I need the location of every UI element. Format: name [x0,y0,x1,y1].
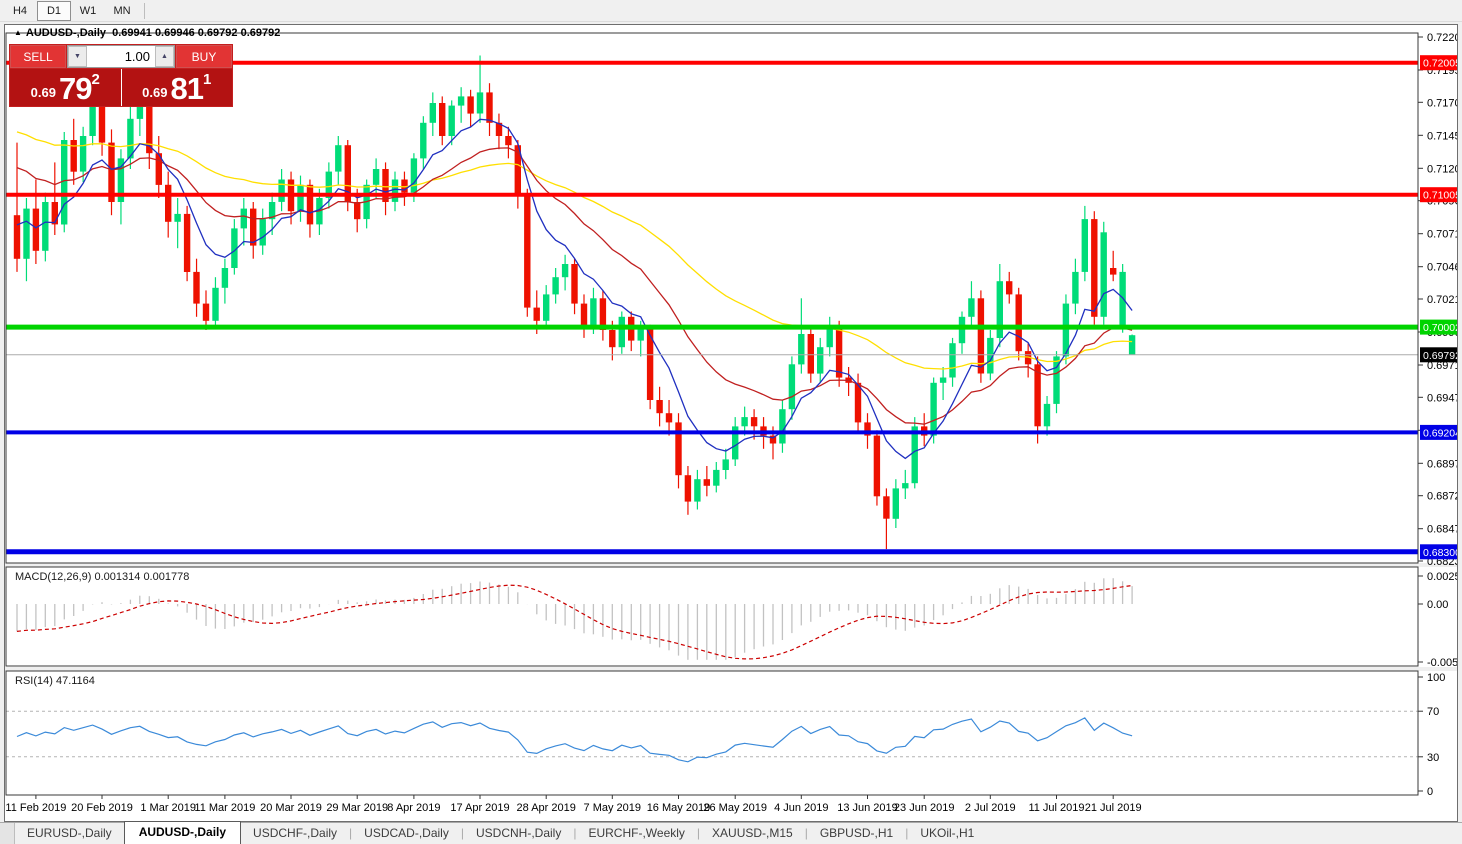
svg-text:100: 100 [1427,672,1445,684]
one-click-trade-panel: SELL ▼ 1.00 ▲ BUY 0.69 79 2 0.69 81 1 [9,44,233,107]
moving-averages-layer [16,118,1133,460]
svg-text:13 Jun 2019: 13 Jun 2019 [837,802,898,814]
price-pane [6,55,1418,555]
sell-price-pip: 2 [91,71,100,88]
chart-title: ▲ AUDUSD-,Daily 0.69941 0.69946 0.69792 0… [14,27,280,39]
svg-text:0.68725: 0.68725 [1427,491,1457,503]
svg-text:0.68970: 0.68970 [1427,458,1457,470]
svg-text:70: 70 [1427,706,1439,718]
macd-indicator-header: MACD(12,26,9) 0.001314 0.001778 [15,571,190,583]
svg-text:7 May 2019: 7 May 2019 [584,802,641,814]
svg-text:8 Apr 2019: 8 Apr 2019 [387,802,440,814]
tab-eurchf-weekly[interactable]: EURCHF-,Weekly [588,826,685,840]
buy-price-quote[interactable]: 0.69 81 1 [120,69,233,106]
timeframe-button-w1[interactable]: W1 [79,4,97,17]
svg-text:16 May 2019: 16 May 2019 [647,802,711,814]
rsi-line [16,717,1133,763]
svg-text:30: 30 [1427,752,1439,764]
svg-text:0.00: 0.00 [1427,599,1448,611]
timeframe-button-h4[interactable]: H4 [12,4,28,17]
tab-eurusd-daily[interactable]: EURUSD-,Daily [27,826,112,840]
svg-text:0.71455: 0.71455 [1427,130,1457,142]
svg-text:0.72200: 0.72200 [1427,32,1457,44]
tab-xauusd-m15[interactable]: XAUUSD-,M15 [712,826,793,840]
svg-text:28 Apr 2019: 28 Apr 2019 [517,802,576,814]
candles-layer [13,55,1136,550]
toolbar-divider [144,2,145,19]
svg-text:11 Feb 2019: 11 Feb 2019 [5,802,66,814]
chart-canvas[interactable]: 0.722000.719500.717050.714550.712050.709… [5,25,1462,819]
svg-text:0.70710: 0.70710 [1427,229,1457,241]
rsi-pane [6,710,1418,763]
svg-text:0.71205: 0.71205 [1427,163,1457,175]
svg-text:0.69204: 0.69204 [1423,427,1457,439]
svg-text:4 Jun 2019: 4 Jun 2019 [774,802,828,814]
svg-text:0.70215: 0.70215 [1427,294,1457,306]
tab-gbpusd-h1[interactable]: GBPUSD-,H1 [819,826,894,840]
svg-text:26 May 2019: 26 May 2019 [703,802,767,814]
chart-symbol-label: AUDUSD-,Daily [25,27,106,39]
volume-input[interactable]: 1.00 [87,46,155,67]
timeframe-toolbar: H4 D1 W1 MN [0,0,1462,22]
svg-text:0.69470: 0.69470 [1427,392,1457,404]
svg-text:11 Jul 2019: 11 Jul 2019 [1028,802,1084,814]
svg-text:29 Mar 2019: 29 Mar 2019 [326,802,388,814]
svg-text:21 Jul 2019: 21 Jul 2019 [1085,802,1142,814]
tab-usdcad-daily[interactable]: USDCAD-,Daily [364,826,449,840]
svg-text:0.68475: 0.68475 [1427,524,1457,536]
svg-text:23 Jun 2019: 23 Jun 2019 [894,802,955,814]
svg-text:0.69715: 0.69715 [1427,360,1457,372]
svg-text:20 Feb 2019: 20 Feb 2019 [71,802,133,814]
price-levels-layer [6,60,1418,555]
buy-price-pip: 1 [202,71,212,88]
svg-text:-0.005234: -0.005234 [1427,657,1457,669]
timeframe-button-d1[interactable]: D1 [37,0,71,21]
symbol-tab-bar: EURUSD-,Daily AUDUSD-,Daily USDCHF-,Dail… [0,821,1462,844]
tab-usdchf-daily[interactable]: USDCHF-,Daily [253,826,338,840]
chart-ohlc-values: 0.69941 0.69946 0.69792 0.69792 [112,27,281,39]
price-axis: 0.722000.719500.717050.714550.712050.709… [1418,32,1462,798]
svg-text:0.72005: 0.72005 [1423,58,1457,70]
svg-text:2 Jul 2019: 2 Jul 2019 [965,802,1016,814]
tab-bar-stub [0,823,15,844]
tab-ukoil-h1[interactable]: UKOil-,H1 [920,826,975,840]
svg-text:0.70460: 0.70460 [1427,262,1457,274]
sell-price-big: 79 [58,71,92,106]
svg-text:0: 0 [1427,786,1433,798]
chart-window: ▲ AUDUSD-,Daily 0.69941 0.69946 0.69792 0… [4,24,1462,822]
sell-price-quote[interactable]: 0.69 79 2 [10,69,121,106]
volume-increase-icon[interactable]: ▲ [155,46,174,67]
rsi-value: 47.1164 [55,675,95,687]
rsi-indicator-header: RSI(14) 47.1164 [15,675,95,687]
sell-price-prefix: 0.69 [30,85,56,100]
volume-box: ▼ 1.00 ▲ [67,45,175,68]
volume-decrease-icon[interactable]: ▼ [68,46,87,67]
buy-price-prefix: 0.69 [142,85,168,100]
macd-signal-line [16,584,1133,660]
svg-text:0.71705: 0.71705 [1427,97,1457,109]
timeframe-button-mn[interactable]: MN [113,4,131,17]
svg-text:20 Mar 2019: 20 Mar 2019 [260,802,322,814]
svg-text:0.69792: 0.69792 [1423,350,1457,362]
tab-usdcnh-daily[interactable]: USDCNH-,Daily [475,826,562,840]
macd-value-1: 0.001314 [94,571,141,583]
svg-text:17 Apr 2019: 17 Apr 2019 [450,802,509,814]
buy-button[interactable]: BUY [176,45,232,68]
tab-audusd-daily[interactable]: AUDUSD-,Daily [123,821,242,844]
pane-frames [5,32,1457,796]
buy-price-big: 81 [170,71,203,106]
macd-value-2: 0.001778 [143,571,190,583]
svg-text:0.002522: 0.002522 [1427,571,1457,583]
macd-pane [16,578,1133,660]
svg-text:0.70002: 0.70002 [1423,322,1457,334]
collapse-arrow-icon[interactable]: ▲ [14,28,22,37]
svg-text:0.71005: 0.71005 [1423,190,1457,202]
svg-text:11 Mar 2019: 11 Mar 2019 [194,802,255,814]
sell-button[interactable]: SELL [10,45,66,68]
svg-text:1 Mar 2019: 1 Mar 2019 [140,802,196,814]
